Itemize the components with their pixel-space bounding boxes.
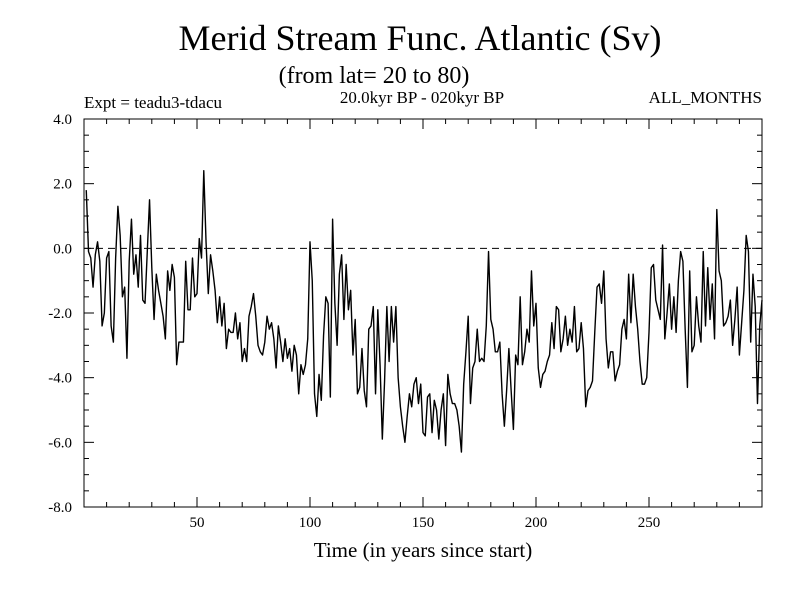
x-tick-label: 200 <box>525 515 548 531</box>
period-label: 20.0kyr BP - 020kyr BP <box>340 88 504 107</box>
months-label: ALL_MONTHS <box>649 88 762 107</box>
y-tick-label: 4.0 <box>53 112 72 128</box>
minor-ticks <box>84 119 762 507</box>
x-tick-label: 50 <box>190 515 205 531</box>
x-tick-label: 250 <box>638 515 661 531</box>
expt-label: Expt = teadu3-tdacu <box>84 93 222 112</box>
y-tick-label: -4.0 <box>48 371 72 387</box>
data-series-line <box>85 170 763 453</box>
y-tick-label: 2.0 <box>53 177 72 193</box>
x-axis-label: Time (in years since start) <box>314 538 533 562</box>
y-tick-label: -8.0 <box>48 500 72 516</box>
y-axis-ticks: 4.0 2.0 0.0 -2.0 -4.0 -6.0 -8.0 <box>48 112 762 516</box>
y-tick-label: -6.0 <box>48 435 72 451</box>
y-tick-label: -2.0 <box>48 306 72 322</box>
x-tick-label: 150 <box>412 515 435 531</box>
x-tick-label: 100 <box>299 515 322 531</box>
x-axis-ticks: 50 100 150 200 250 <box>190 119 661 531</box>
chart-subtitle: (from lat= 20 to 80) <box>279 63 470 89</box>
chart-title: Merid Stream Func. Atlantic (Sv) <box>179 18 662 58</box>
y-tick-label: 0.0 <box>53 241 72 257</box>
